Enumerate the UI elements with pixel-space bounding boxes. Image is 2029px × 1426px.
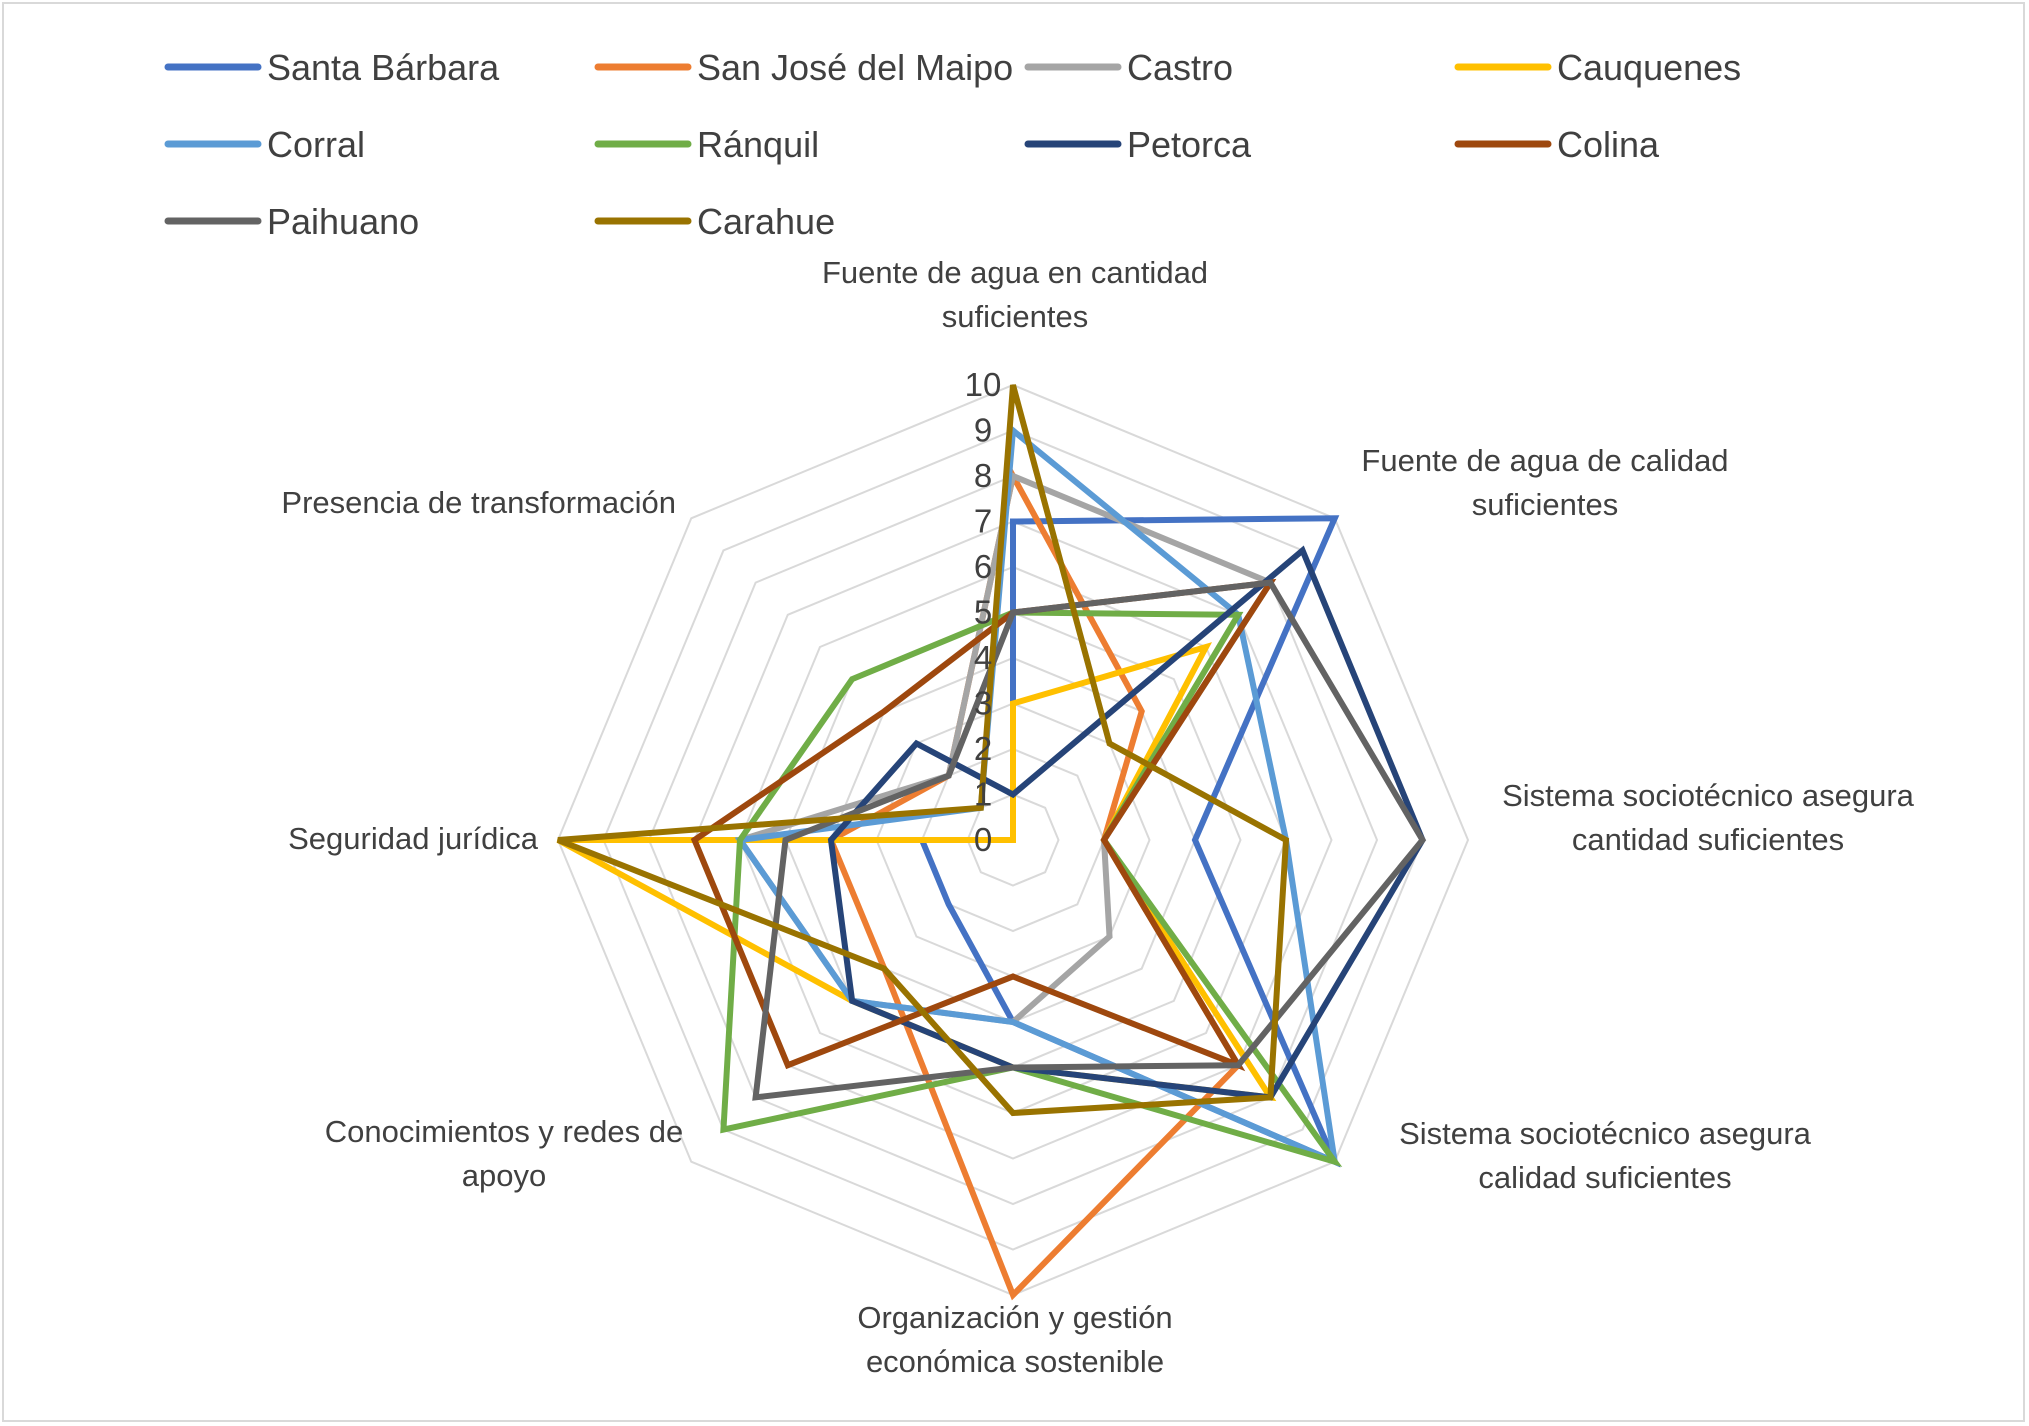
legend-label-3: Cauquenes bbox=[1557, 47, 1741, 88]
tick-label-5: 5 bbox=[974, 594, 992, 631]
tick-label-4: 4 bbox=[974, 639, 992, 676]
legend: Santa Bárbara San José del Maipo Castro Cau… bbox=[164, 47, 1741, 242]
axis-label-2-line-1: cantidad suficientes bbox=[1572, 822, 1844, 857]
legend-label-0: Santa Bárbara bbox=[267, 47, 500, 88]
series-layer bbox=[556, 384, 1427, 1301]
axis-label-0-line-0: Fuente de agua en cantidad bbox=[822, 255, 1208, 290]
legend-label-6: Petorca bbox=[1127, 124, 1252, 165]
axis-label-5-line-1: apoyo bbox=[462, 1158, 546, 1193]
axis-label-4-line-0: Organización y gestión bbox=[857, 1300, 1172, 1335]
axis-labels: Fuente de agua en cantidad suficientes Fue… bbox=[281, 255, 1914, 1379]
series-line-4 bbox=[734, 424, 1339, 1167]
axis-label-2-line-0: Sistema sociotécnico asegura bbox=[1502, 778, 1915, 813]
legend-label-4: Corral bbox=[267, 124, 365, 165]
tick-label-2: 2 bbox=[974, 730, 992, 767]
tick-label-6: 6 bbox=[974, 548, 992, 585]
series-line-9 bbox=[556, 384, 1290, 1117]
axis-label-5-line-0: Conocimientos y redes de bbox=[325, 1114, 683, 1149]
axis-label-0-line-1: suficientes bbox=[942, 299, 1088, 334]
tick-label-1: 1 bbox=[974, 776, 992, 813]
legend-label-2: Castro bbox=[1127, 47, 1233, 88]
tick-labels: 0 1 2 3 4 5 6 7 8 9 10 bbox=[965, 366, 1002, 858]
tick-label-8: 8 bbox=[974, 457, 992, 494]
legend-label-5: Ránquil bbox=[697, 124, 819, 165]
axis-label-3-line-0: Sistema sociotécnico asegura bbox=[1399, 1116, 1812, 1151]
series-line-7 bbox=[690, 578, 1277, 1072]
axis-label-3-line-1: calidad suficientes bbox=[1478, 1160, 1731, 1195]
tick-label-10: 10 bbox=[965, 366, 1002, 403]
tick-label-9: 9 bbox=[974, 412, 992, 449]
axis-label-1-line-0: Fuente de agua de calidad bbox=[1361, 443, 1728, 478]
legend-label-1: San José del Maipo bbox=[697, 47, 1013, 88]
grid-ring-1 bbox=[966, 793, 1060, 887]
legend-label-9: Carahue bbox=[697, 201, 835, 242]
grid-ring-8 bbox=[647, 474, 1379, 1206]
series-line-8 bbox=[752, 579, 1427, 1101]
axis-label-7-line-0: Presencia de transformación bbox=[281, 485, 676, 520]
grid-ring-2 bbox=[920, 747, 1106, 933]
grid-ring-7 bbox=[693, 520, 1333, 1160]
series-line-3 bbox=[556, 642, 1277, 1102]
legend-label-8: Paihuano bbox=[267, 201, 419, 242]
axis-label-1-line-1: suficientes bbox=[1472, 487, 1618, 522]
tick-label-3: 3 bbox=[974, 685, 992, 722]
tick-label-0: 0 bbox=[974, 821, 992, 858]
series-line-5 bbox=[720, 609, 1343, 1168]
axis-label-4-line-1: económica sostenible bbox=[866, 1344, 1164, 1379]
tick-label-7: 7 bbox=[974, 503, 992, 540]
axis-label-6-line-0: Seguridad jurídica bbox=[288, 821, 539, 856]
legend-label-7: Colina bbox=[1557, 124, 1660, 165]
